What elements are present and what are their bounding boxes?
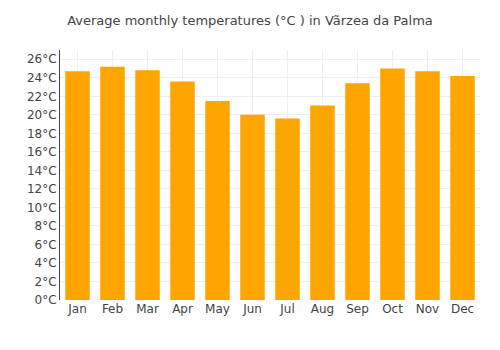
svg-text:2°C: 2°C — [35, 275, 57, 289]
svg-text:Apr: Apr — [172, 302, 193, 316]
svg-text:May: May — [205, 302, 230, 316]
svg-text:26°C: 26°C — [27, 52, 57, 66]
svg-text:Dec: Dec — [451, 302, 474, 316]
svg-text:Average monthly temperatures (: Average monthly temperatures (°C ) in Vã… — [67, 13, 433, 28]
svg-text:Jan: Jan — [67, 302, 87, 316]
svg-text:18°C: 18°C — [27, 127, 57, 141]
svg-text:16°C: 16°C — [27, 145, 57, 159]
svg-text:Aug: Aug — [311, 302, 334, 316]
svg-text:Jun: Jun — [242, 302, 262, 316]
svg-text:12°C: 12°C — [27, 182, 57, 196]
svg-text:Feb: Feb — [102, 302, 123, 316]
svg-text:10°C: 10°C — [27, 201, 57, 215]
svg-text:Jul: Jul — [279, 302, 294, 316]
svg-text:0°C: 0°C — [35, 293, 57, 307]
svg-text:8°C: 8°C — [35, 219, 57, 233]
svg-text:Sep: Sep — [346, 302, 369, 316]
svg-text:Mar: Mar — [136, 302, 159, 316]
svg-text:22°C: 22°C — [27, 90, 57, 104]
svg-text:24°C: 24°C — [27, 71, 57, 85]
svg-text:14°C: 14°C — [27, 164, 57, 178]
svg-text:Oct: Oct — [382, 302, 403, 316]
svg-text:4°C: 4°C — [35, 256, 57, 270]
svg-text:20°C: 20°C — [27, 108, 57, 122]
svg-text:6°C: 6°C — [35, 238, 57, 252]
svg-text:Nov: Nov — [416, 302, 439, 316]
